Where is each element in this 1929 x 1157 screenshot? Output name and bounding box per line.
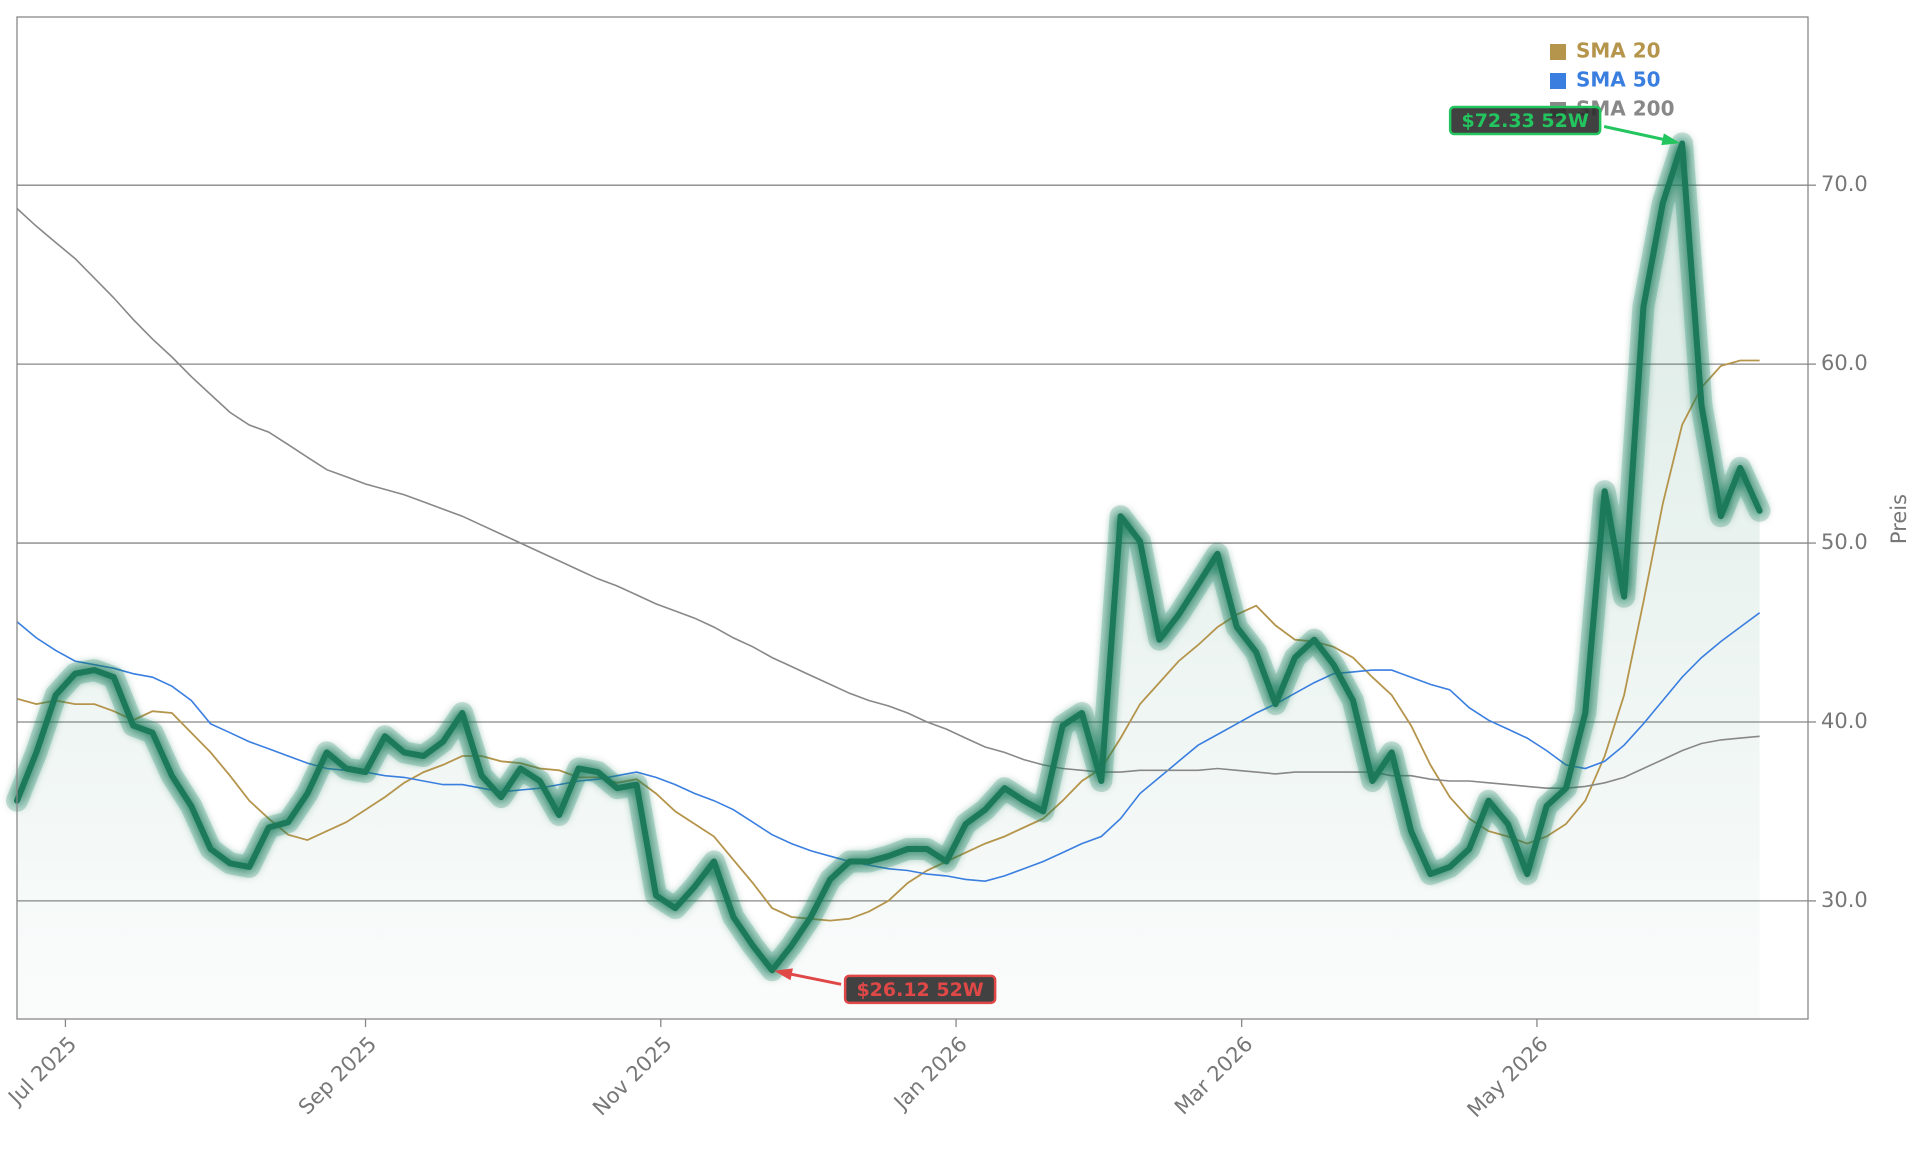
x-tick-label: Mar 2026 <box>1170 1032 1258 1120</box>
annotation-label: $26.12 52W <box>856 979 983 1001</box>
x-tick-label: Sep 2025 <box>294 1032 381 1119</box>
annotation-label: $72.33 52W <box>1461 110 1588 132</box>
plot-frame <box>16 16 1809 1020</box>
annotation-arrowhead <box>1661 133 1681 146</box>
price-line <box>14 140 1763 974</box>
x-tick-label: Jul 2025 <box>2 1032 81 1111</box>
y-tick-label: 50.0 <box>1821 530 1868 554</box>
x-tick-label: May 2026 <box>1463 1032 1553 1122</box>
y-tick-label: 60.0 <box>1821 351 1868 375</box>
y-tick-label: 40.0 <box>1821 709 1868 733</box>
price-area <box>17 143 1760 1019</box>
x-tick-label: Nov 2025 <box>588 1032 676 1120</box>
legend-label: SMA 50 <box>1576 68 1661 92</box>
legend-swatch <box>1550 73 1566 89</box>
y-tick-label: 30.0 <box>1821 888 1868 912</box>
annotation-box <box>1448 105 1602 136</box>
legend-label: SMA 20 <box>1576 39 1661 63</box>
legend-swatch <box>1550 44 1566 60</box>
annotation-arrowhead <box>774 968 793 981</box>
annotation-box <box>843 974 997 1005</box>
sma-line <box>16 207 1760 789</box>
sma-line <box>16 612 1761 883</box>
sma-line <box>16 359 1760 922</box>
x-tick-label: Jan 2026 <box>888 1032 972 1116</box>
y-tick-label: 70.0 <box>1821 172 1868 196</box>
y-axis-label: Preis <box>1887 494 1911 544</box>
